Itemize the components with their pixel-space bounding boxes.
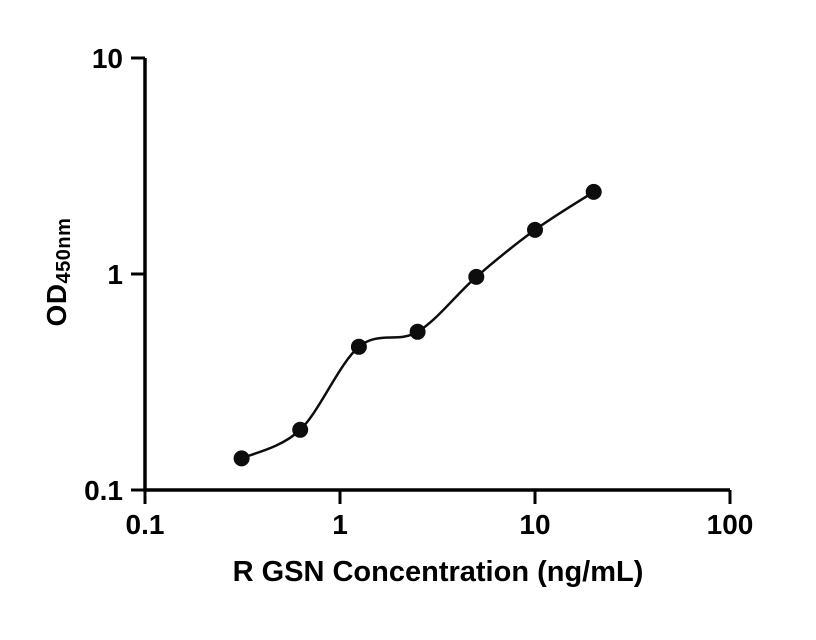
x-tick-label: 10 [519,509,550,540]
x-axis-title: R GSN Concentration (ng/mL) [232,556,644,588]
x-tick-label: 0.1 [126,509,165,540]
y-tick-label: 0.1 [84,475,123,506]
data-point [233,450,250,467]
y-tick-label: 1 [107,259,123,290]
data-point [350,338,367,355]
y-axis-title: OD450nm [41,217,75,327]
data-point [409,323,426,340]
x-tick-label: 100 [707,509,754,540]
data-point [585,183,602,200]
x-axis-ticks: 0.1 1 10 100 [126,490,754,540]
y-axis-title-main: OD [41,283,72,327]
data-point [527,221,543,238]
axis-lines [143,58,730,492]
data-point [292,421,309,438]
y-axis-title-subscript: 450nm [53,217,75,284]
data-point [468,268,485,285]
data-points [233,183,602,467]
y-axis-ticks: 0.1 1 10 [84,43,145,506]
x-tick-label: 1 [332,509,348,540]
y-tick-label: 10 [92,43,123,74]
